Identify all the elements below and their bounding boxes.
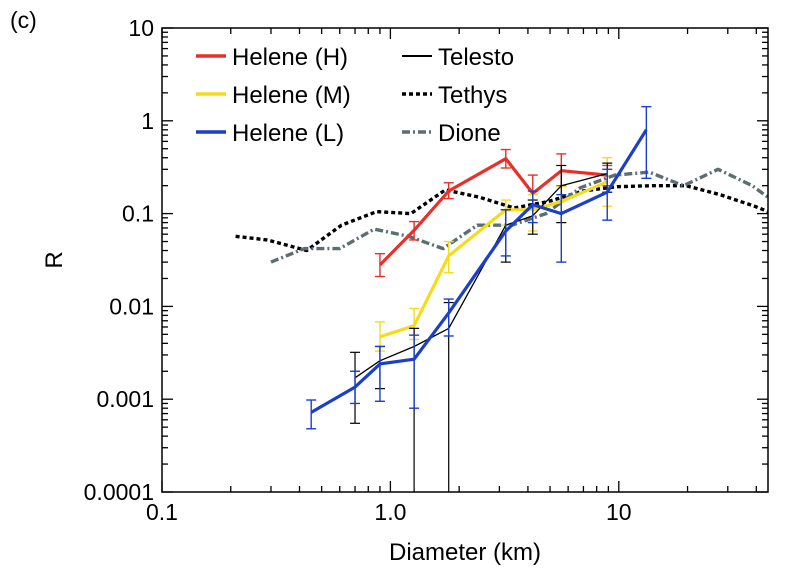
series-line-tethys <box>235 183 768 253</box>
plot-frame <box>161 27 769 493</box>
legend-label-helene-m: Helene (M) <box>232 82 351 109</box>
series-line-dione <box>270 167 768 264</box>
y-tick-label: 0.001 <box>96 386 154 412</box>
y-tick-label: 0.1 <box>122 201 154 227</box>
x-tick-label: 1.0 <box>374 499 406 525</box>
y-tick-label: 0.01 <box>109 293 154 319</box>
x-axis-title: Diameter (km) <box>389 539 541 566</box>
legend: Helene (H) Helene (M) Helene (L) Telesto Tet… <box>196 44 514 147</box>
legend-label-dione: Dione <box>438 120 501 147</box>
legend-label-helene-h: Helene (H) <box>232 44 348 71</box>
x-tick-label: 10 <box>606 499 632 525</box>
series-line-telesto <box>354 172 608 379</box>
legend-label-tethys: Tethys <box>438 82 507 109</box>
x-tick-label: 0.1 <box>146 499 178 525</box>
panel-label: (c) <box>10 7 37 33</box>
y-axis-title: R <box>41 251 68 268</box>
legend-label-helene-l: Helene (L) <box>232 120 344 147</box>
series-line-helene-l <box>310 128 648 414</box>
axis-ticks: 0.1 1.0 10 0.0001 0.001 0.01 0.1 1 10 <box>84 15 768 525</box>
legend-label-telesto: Telesto <box>438 44 514 71</box>
y-tick-label: 1 <box>141 108 154 134</box>
y-tick-label: 10 <box>128 15 154 41</box>
plot-area <box>235 105 768 492</box>
y-tick-label: 0.0001 <box>84 479 154 505</box>
